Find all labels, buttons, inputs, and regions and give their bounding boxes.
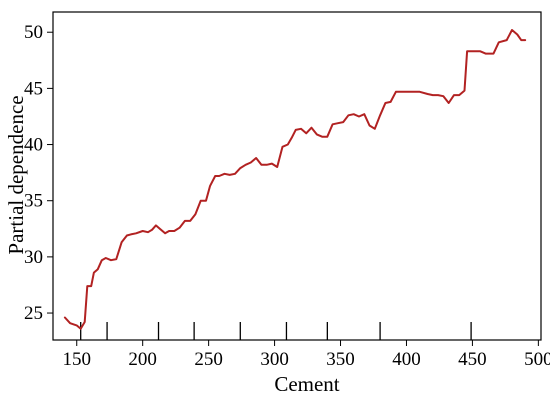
y-tick-label: 50 <box>24 22 43 43</box>
y-tick-label: 30 <box>24 247 43 268</box>
y-tick-label: 45 <box>24 78 43 99</box>
x-tick-label: 200 <box>128 349 157 370</box>
y-axis-title: Partial dependence <box>4 95 28 254</box>
rug-marks <box>80 322 472 340</box>
x-axis-title: Cement <box>274 372 339 396</box>
x-tick-label: 350 <box>326 349 355 370</box>
plot-border <box>52 11 542 341</box>
x-axis-ticks: 150 200 250 300 350 400 450 500 <box>62 340 550 370</box>
series-line-1 <box>63 29 527 330</box>
x-tick-label: 500 <box>524 349 550 370</box>
x-tick-label: 150 <box>62 349 91 370</box>
plot-frame <box>52 11 542 341</box>
x-tick-label: 450 <box>458 349 487 370</box>
x-tick-label: 250 <box>194 349 223 370</box>
y-axis-ticks: 25 30 35 40 45 50 <box>24 22 53 324</box>
y-tick-label: 25 <box>24 303 43 324</box>
series-layer <box>63 29 527 330</box>
y-tick-label: 35 <box>24 191 43 212</box>
y-tick-label: 40 <box>24 135 43 156</box>
x-tick-label: 300 <box>260 349 289 370</box>
x-tick-label: 400 <box>392 349 421 370</box>
